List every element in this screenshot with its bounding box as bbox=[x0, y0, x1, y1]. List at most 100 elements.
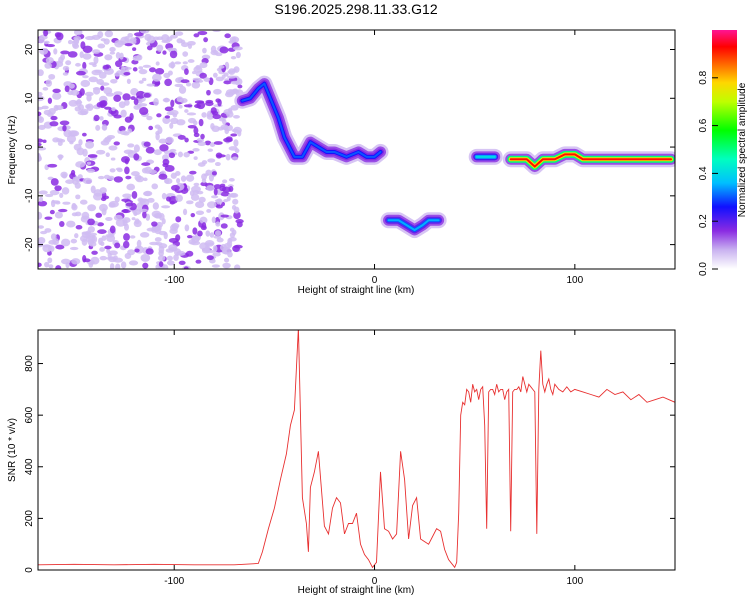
ridge-4-band bbox=[509, 153, 672, 168]
colorbar-tick-label: 0.8 bbox=[698, 70, 709, 84]
noise-field-blob bbox=[65, 60, 72, 66]
noise-field-blob bbox=[207, 249, 216, 253]
noise-field-blob bbox=[146, 83, 155, 87]
noise-field-blob bbox=[195, 210, 205, 216]
snr-xtick-label: 100 bbox=[566, 576, 583, 587]
noise-field-blob bbox=[38, 225, 44, 229]
noise-field-blob bbox=[174, 31, 184, 36]
noise-field-blob bbox=[193, 126, 199, 135]
noise-field-blob bbox=[97, 229, 107, 234]
noise-field-blob bbox=[93, 114, 100, 122]
noise-field-blob bbox=[193, 120, 198, 126]
noise-field-blob bbox=[52, 238, 60, 246]
noise-field-blob bbox=[87, 204, 97, 212]
noise-field-blob bbox=[61, 238, 71, 247]
noise-field-blob bbox=[222, 179, 228, 184]
noise-field-blob bbox=[176, 250, 186, 256]
noise-field-blob bbox=[38, 262, 42, 268]
noise-field-blob bbox=[201, 247, 208, 252]
noise-field-blob bbox=[219, 185, 227, 192]
noise-field-blob bbox=[109, 168, 116, 173]
noise-field-blob bbox=[134, 248, 140, 253]
noise-field-blob bbox=[233, 139, 239, 147]
noise-field-blob bbox=[169, 228, 178, 235]
noise-field-blob bbox=[86, 168, 95, 173]
noise-field-blob bbox=[158, 243, 168, 249]
noise-field-blob bbox=[161, 205, 171, 209]
noise-field-blob bbox=[54, 185, 62, 192]
noise-field-blob bbox=[158, 138, 168, 144]
noise-field-blob bbox=[67, 51, 78, 58]
noise-field-blob bbox=[71, 212, 78, 217]
noise-field-blob bbox=[229, 89, 240, 94]
noise-field-blob bbox=[213, 88, 222, 95]
spectrogram-ytick-label: 0 bbox=[24, 144, 35, 150]
noise-field-blob bbox=[127, 128, 133, 134]
noise-field-blob bbox=[54, 211, 63, 219]
noise-field-blob bbox=[162, 50, 167, 55]
noise-field-blob bbox=[209, 142, 216, 147]
noise-field-blob bbox=[114, 242, 121, 249]
noise-field-blob bbox=[138, 80, 144, 84]
noise-field-blob bbox=[113, 94, 122, 102]
noise-field-blob bbox=[175, 234, 181, 242]
noise-field-blob bbox=[42, 139, 47, 143]
ridge-2-band bbox=[387, 219, 440, 231]
noise-field-blob bbox=[154, 237, 162, 242]
noise-field-blob bbox=[126, 183, 136, 191]
noise-field-blob bbox=[98, 71, 107, 79]
noise-field-blob bbox=[215, 204, 223, 209]
snr-ytick-label: 400 bbox=[24, 458, 35, 475]
noise-field-blob bbox=[119, 52, 124, 60]
noise-field-blob bbox=[103, 174, 111, 180]
noise-field-blob bbox=[111, 107, 116, 112]
noise-field-blob bbox=[201, 160, 208, 165]
noise-field-blob bbox=[55, 105, 64, 111]
noise-field-blob bbox=[197, 230, 203, 237]
noise-field-blob bbox=[86, 94, 92, 102]
noise-field-blob bbox=[100, 100, 108, 107]
noise-field-blob bbox=[109, 263, 115, 269]
noise-field-blob bbox=[101, 197, 107, 202]
noise-field-blob bbox=[58, 154, 63, 161]
noise-field-blob bbox=[154, 213, 162, 219]
noise-field-blob bbox=[186, 112, 197, 116]
noise-field-blob bbox=[161, 34, 170, 42]
noise-field-blob bbox=[88, 241, 97, 247]
noise-field-blob bbox=[59, 120, 70, 126]
noise-field-blob bbox=[47, 97, 53, 104]
noise-field-blob bbox=[194, 100, 205, 104]
noise-field-blob bbox=[100, 241, 105, 247]
noise-field-blob bbox=[232, 245, 240, 252]
noise-field-blob bbox=[102, 65, 110, 70]
noise-field-blob bbox=[80, 79, 91, 88]
noise-field-blob bbox=[123, 99, 130, 106]
noise-field-blob bbox=[48, 108, 56, 115]
noise-field-blob bbox=[151, 221, 158, 227]
noise-field-blob bbox=[232, 198, 239, 205]
noise-field-blob bbox=[115, 60, 123, 68]
noise-field-blob bbox=[105, 152, 110, 158]
noise-field-blob bbox=[143, 191, 152, 197]
noise-field-blob bbox=[82, 61, 87, 70]
noise-field-blob bbox=[169, 122, 174, 129]
noise-field-blob bbox=[195, 64, 201, 71]
noise-field-blob bbox=[61, 187, 70, 195]
noise-field-blob bbox=[74, 106, 82, 112]
noise-field-blob bbox=[127, 143, 135, 148]
spectrogram-frame bbox=[37, 29, 676, 270]
noise-field-blob bbox=[207, 158, 216, 163]
noise-field-blob bbox=[184, 137, 189, 143]
noise-field-blob bbox=[146, 115, 153, 121]
noise-field-blob bbox=[169, 200, 176, 205]
noise-field-blob bbox=[38, 153, 42, 162]
noise-field-blob bbox=[68, 99, 78, 107]
noise-field-blob bbox=[155, 68, 165, 75]
noise-field-blob bbox=[97, 175, 105, 180]
noise-field-blob bbox=[104, 106, 112, 110]
noise-field-blob bbox=[103, 87, 113, 95]
noise-field-blob bbox=[161, 40, 171, 44]
noise-field-blob bbox=[199, 72, 207, 79]
noise-field-blob bbox=[62, 124, 67, 132]
noise-field-blob bbox=[179, 97, 188, 104]
